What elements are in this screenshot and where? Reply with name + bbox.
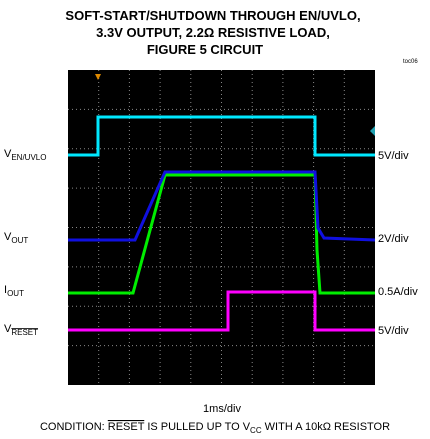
figure-id: toc06 [403, 59, 418, 65]
channel-symbol: V [4, 148, 12, 160]
channel-sub: EN/UVLO [11, 153, 46, 162]
channel-sub: OUT [11, 236, 28, 245]
trace-en-uvlo [68, 115, 375, 157]
condition-prefix: CONDITION: [40, 421, 108, 433]
trace-reset [68, 290, 375, 332]
title-line: FIGURE 5 CIRCUIT [147, 42, 263, 57]
condition: CONDITION: RESET IS PULLED UP TO VCC WIT… [40, 421, 390, 435]
title-line: 3.3V OUTPUT, 2.2Ω RESISTIVE LOAD, [96, 25, 330, 40]
channel-scale: 5V/div [378, 150, 409, 162]
channel-scale: 0.5A/div [378, 286, 418, 298]
trace-vout [68, 170, 376, 242]
condition-sub: CC [250, 426, 262, 435]
channel-scale: 5V/div [378, 325, 409, 337]
time-scale: 1ms/div [203, 403, 241, 415]
condition-signal: RESET [108, 421, 145, 433]
scope-screen [68, 70, 376, 385]
channel-symbol: V [4, 231, 12, 243]
channel-symbol: V [4, 323, 12, 335]
channel-label: VRESET [4, 323, 38, 337]
trigger-marker [95, 74, 101, 80]
condition-middle: IS PULLED UP TO V [144, 421, 250, 433]
channel-label: VEN/UVLO [4, 148, 46, 162]
channel-sub: RESET [11, 328, 38, 337]
channel-label: IOUT [4, 284, 24, 298]
channel-sub: OUT [7, 289, 24, 298]
level-marker [370, 126, 375, 136]
condition-suffix: WITH A 10kΩ RESISTOR [262, 421, 390, 433]
title-line: SOFT-START/SHUTDOWN THROUGH EN/UVLO, [65, 8, 360, 23]
channel-label: VOUT [4, 231, 28, 245]
channel-scale: 2V/div [378, 233, 409, 245]
channel-symbol: I [4, 284, 7, 296]
